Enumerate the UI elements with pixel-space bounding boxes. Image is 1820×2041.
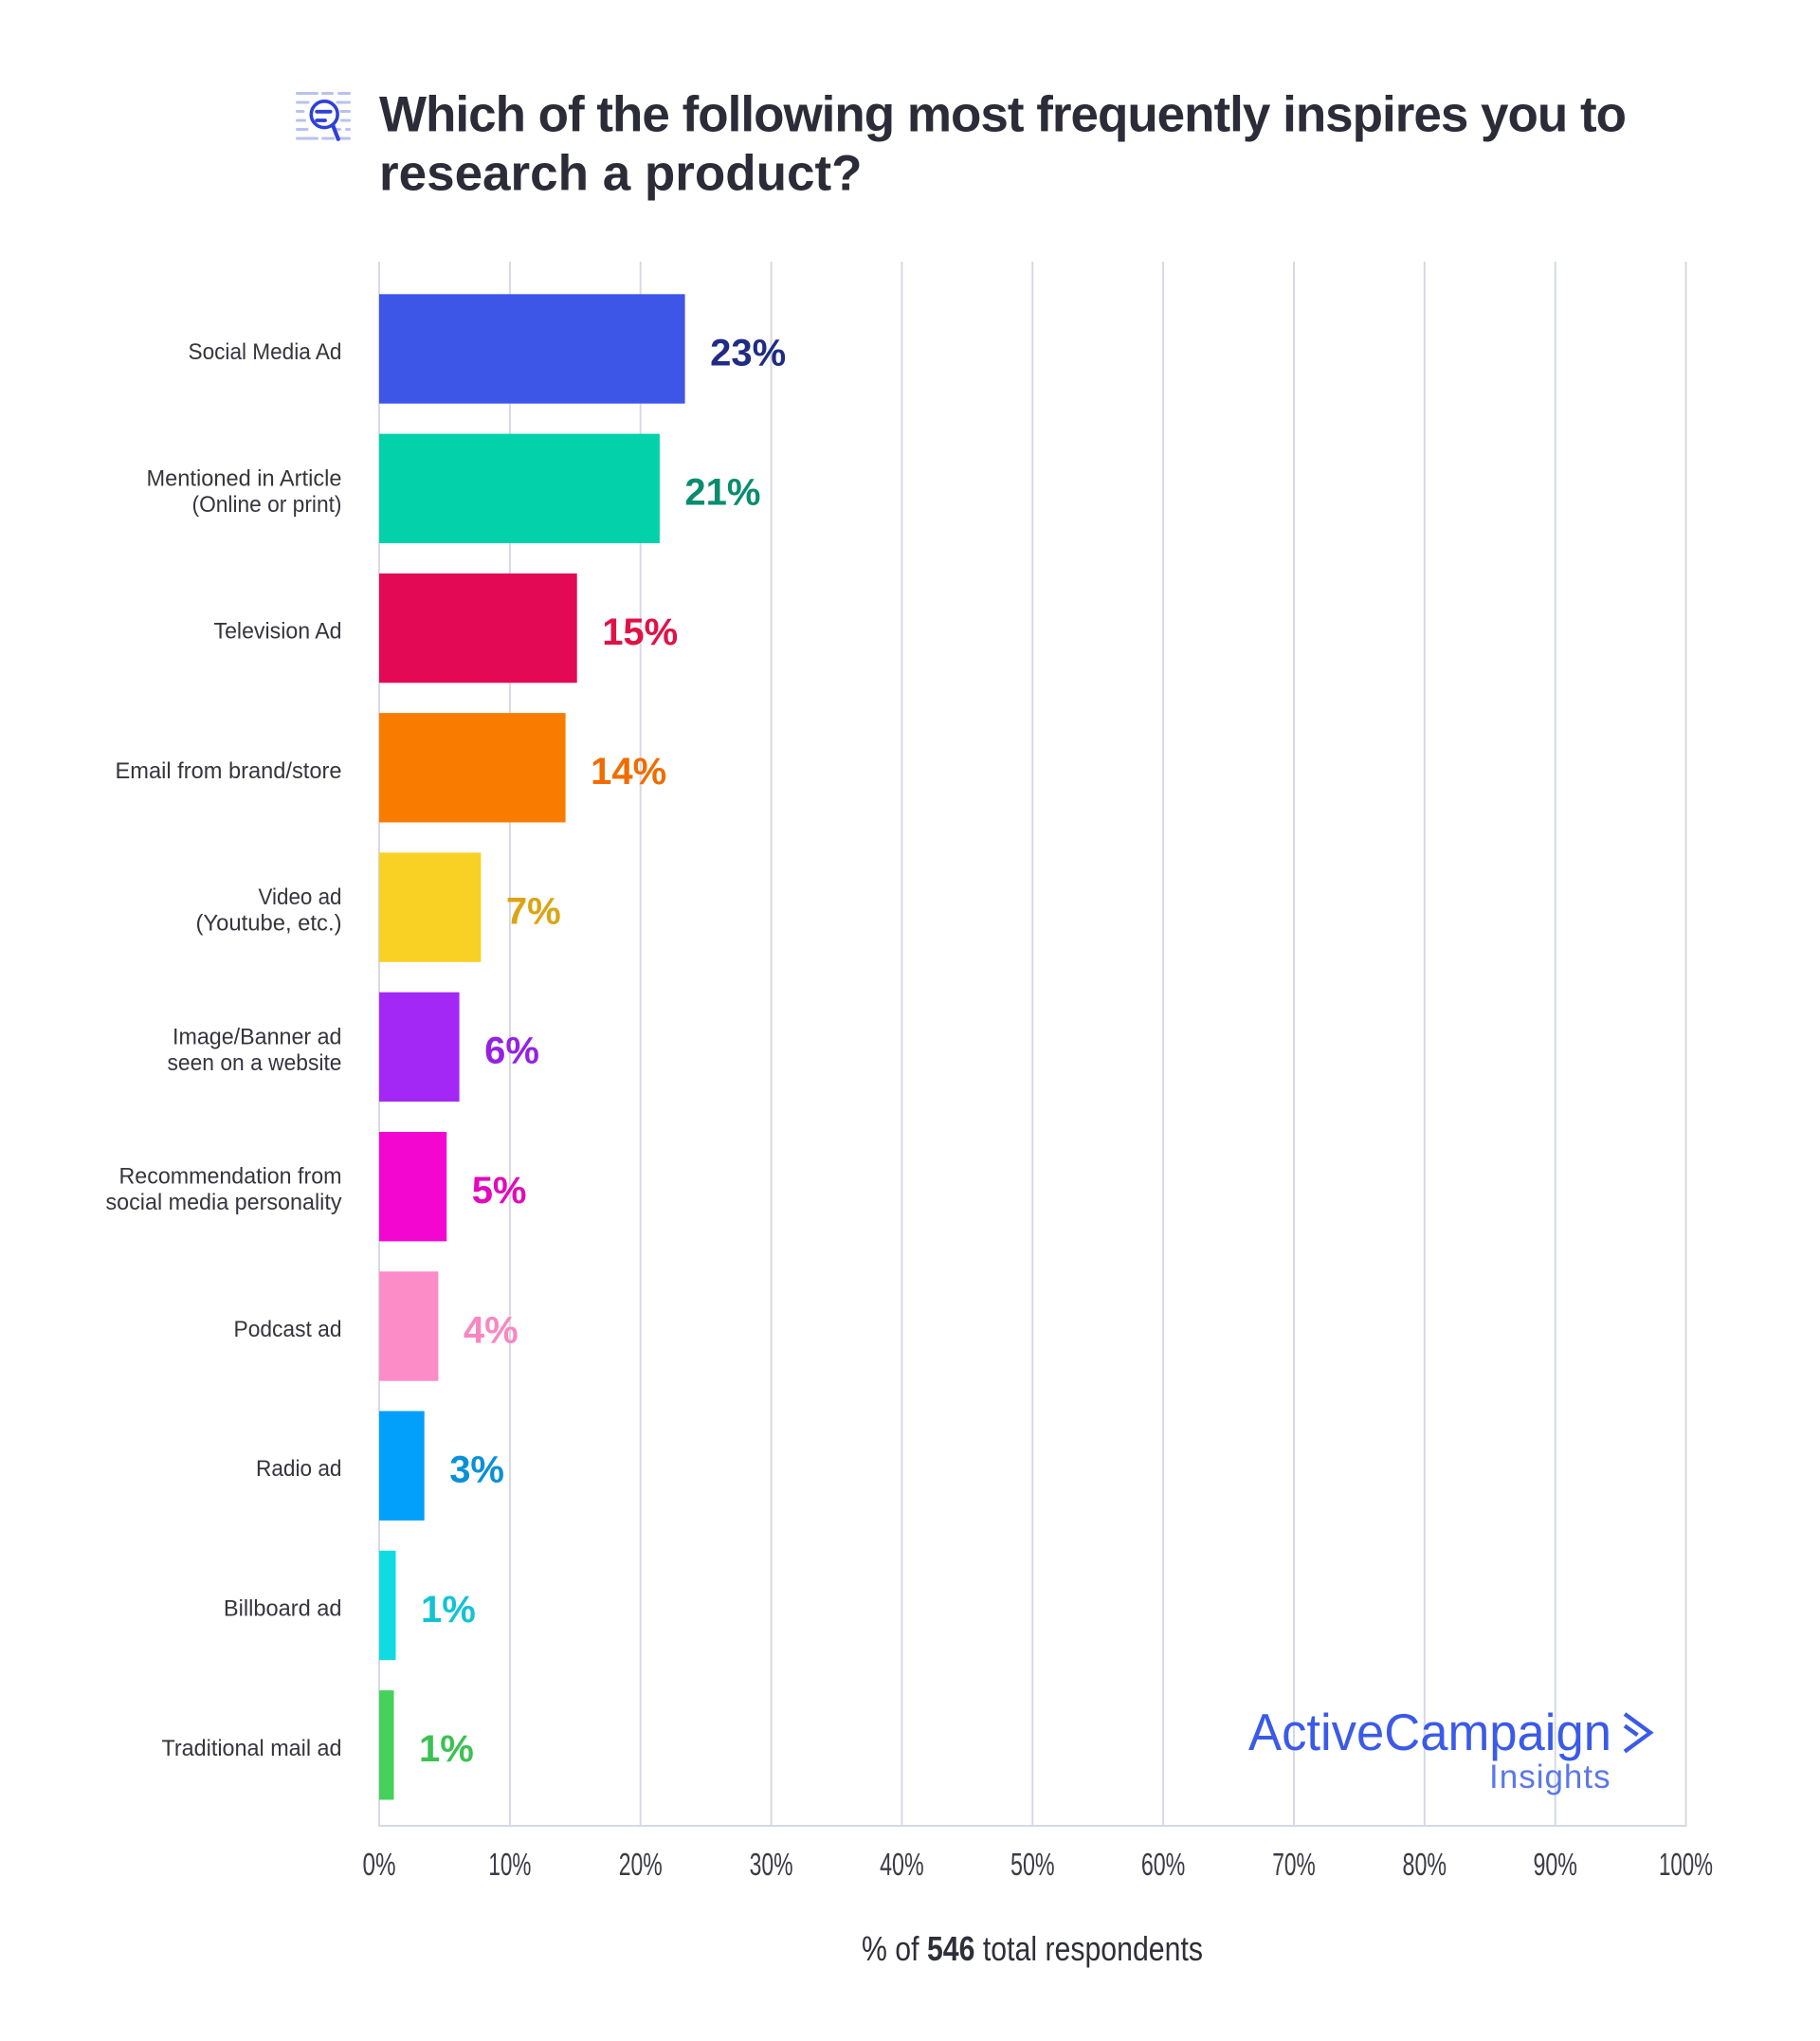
- svg-text:Podcast ad: Podcast ad: [234, 1317, 342, 1342]
- svg-text:Image/Banner ad: Image/Banner ad: [173, 1024, 342, 1049]
- svg-text:Television Ad: Television Ad: [214, 619, 342, 645]
- svg-text:60%: 60%: [1141, 1847, 1186, 1882]
- svg-text:40%: 40%: [880, 1847, 924, 1882]
- svg-text:Radio ad: Radio ad: [256, 1456, 342, 1482]
- svg-text:21%: 21%: [684, 472, 760, 514]
- svg-text:5%: 5%: [472, 1170, 527, 1212]
- svg-text:10%: 10%: [488, 1847, 531, 1882]
- svg-text:14%: 14%: [591, 751, 666, 793]
- svg-text:23%: 23%: [710, 332, 786, 374]
- svg-text:90%: 90%: [1533, 1847, 1577, 1882]
- svg-text:(Youtube, etc.): (Youtube, etc.): [196, 911, 342, 937]
- svg-text:3%: 3%: [449, 1449, 504, 1491]
- svg-text:1%: 1%: [419, 1728, 474, 1770]
- svg-text:(Online or print): (Online or print): [192, 492, 342, 518]
- svg-text:Recommendation from: Recommendation from: [119, 1164, 342, 1190]
- svg-text:70%: 70%: [1272, 1847, 1316, 1882]
- svg-text:Traditional mail ad: Traditional mail ad: [162, 1736, 342, 1761]
- svg-text:social media personality: social media personality: [106, 1190, 342, 1215]
- svg-text:15%: 15%: [602, 611, 678, 653]
- svg-text:30%: 30%: [750, 1847, 793, 1882]
- svg-text:4%: 4%: [464, 1309, 519, 1351]
- svg-text:Billboard ad: Billboard ad: [224, 1596, 342, 1622]
- svg-text:research a product?: research a product?: [379, 146, 863, 202]
- svg-text:Insights: Insights: [1489, 1759, 1611, 1795]
- svg-text:Email from brand/store: Email from brand/store: [116, 758, 342, 784]
- svg-text:Video ad: Video ad: [259, 884, 342, 910]
- svg-text:Which of the following most fr: Which of the following most frequently i…: [379, 87, 1627, 143]
- svg-text:100%: 100%: [1659, 1847, 1713, 1882]
- svg-text:Mentioned in Article: Mentioned in Article: [147, 465, 342, 491]
- svg-text:0%: 0%: [363, 1847, 396, 1882]
- svg-text:80%: 80%: [1403, 1847, 1447, 1882]
- svg-text:20%: 20%: [619, 1847, 663, 1882]
- svg-text:7%: 7%: [506, 890, 561, 932]
- svg-text:seen on a website: seen on a website: [168, 1050, 342, 1076]
- svg-text:6%: 6%: [484, 1030, 539, 1072]
- svg-text:50%: 50%: [1010, 1847, 1055, 1882]
- svg-text:ActiveCampaign: ActiveCampaign: [1248, 1703, 1611, 1761]
- svg-text:Social Media Ad: Social Media Ad: [189, 339, 342, 365]
- svg-text:1%: 1%: [421, 1589, 476, 1631]
- svg-text:% of 546 total respondents: % of 546 total respondents: [862, 1929, 1203, 1968]
